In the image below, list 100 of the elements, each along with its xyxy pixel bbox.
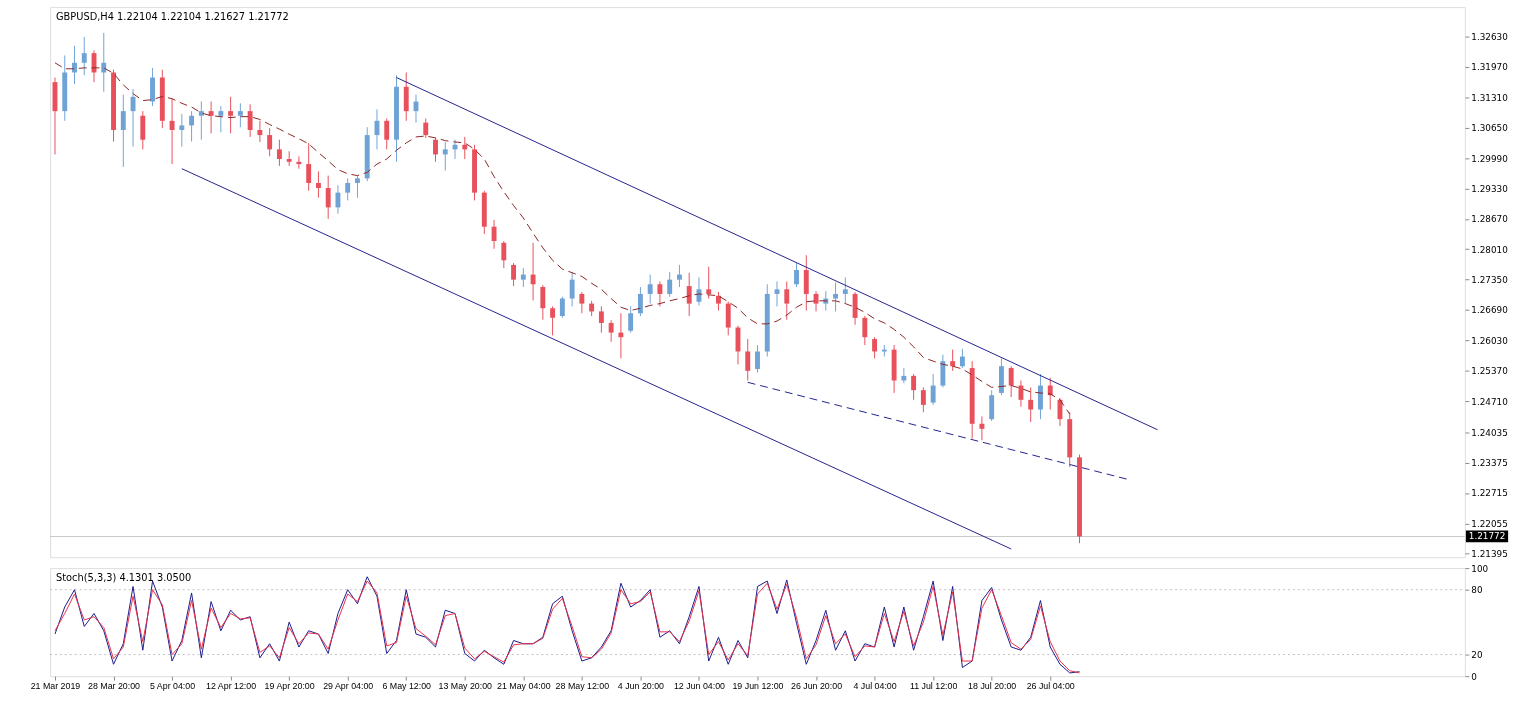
x-tick-label: 18 Jul 20:00 [968, 681, 1017, 692]
candlestick [852, 291, 858, 326]
x-tick-label: 4 Jul 04:00 [853, 681, 897, 692]
candlestick [950, 349, 956, 372]
candlestick [423, 118, 429, 139]
candlestick [803, 254, 809, 311]
y-tick-label: 1.21395 [1471, 549, 1508, 560]
candlestick [267, 127, 273, 157]
candlestick [598, 305, 604, 334]
y-tick-label: 1.31310 [1471, 92, 1509, 103]
y-tick-label: 1.23375 [1471, 458, 1508, 469]
candlestick [540, 284, 546, 321]
y-tick-label: 1.24710 [1471, 396, 1509, 407]
candlestick [120, 94, 126, 168]
candlestick [911, 373, 917, 401]
x-tick-label: 21 May 04:00 [497, 681, 551, 692]
candlestick [1028, 386, 1034, 423]
candlestick [872, 336, 878, 359]
candlestick [676, 264, 682, 288]
chart-title: GBPUSD,H4 1.22104 1.22104 1.21627 1.21772 [56, 10, 289, 22]
candlestick [930, 373, 936, 406]
x-tick-label: 19 Apr 20:00 [264, 681, 315, 692]
candlestick [520, 267, 526, 288]
x-tick-label: 12 Jun 04:00 [673, 681, 726, 692]
candlestick [862, 315, 868, 346]
candlestick [237, 102, 243, 128]
candlestick [989, 389, 995, 422]
candlestick [608, 319, 614, 343]
x-tick-label: 21 Mar 2019 [30, 681, 81, 692]
candlestick [706, 266, 712, 300]
candlestick [579, 291, 585, 314]
y-tick-label: 1.22055 [1471, 518, 1508, 529]
x-tick-label: 28 Mar 20:00 [88, 681, 141, 692]
candlestick [208, 100, 214, 134]
candlestick [247, 103, 253, 138]
x-tick-label: 5 Apr 04:00 [149, 681, 196, 692]
candlestick [559, 296, 565, 319]
candlestick [725, 301, 731, 336]
candlestick [979, 415, 985, 441]
candlestick [842, 276, 848, 305]
candlestick [198, 100, 204, 141]
x-tick-label: 19 Jun 12:00 [732, 681, 784, 692]
y-tick-label: 80 [1471, 585, 1483, 596]
y-tick-label: 1.26690 [1471, 305, 1509, 316]
y-tick-label: 1.29990 [1471, 153, 1509, 164]
candlestick [530, 242, 536, 301]
x-tick-label: 13 May 20:00 [438, 681, 493, 692]
x-tick-label: 29 Apr 04:00 [323, 681, 374, 692]
candlestick [315, 170, 321, 199]
candlestick [1008, 365, 1014, 398]
candlestick [628, 305, 634, 334]
y-tick-label: 1.22715 [1471, 488, 1508, 499]
candlestick [501, 240, 507, 269]
candlestick [276, 139, 282, 167]
x-tick-label: 12 Apr 12:00 [206, 681, 257, 692]
candlestick [716, 291, 721, 311]
candlestick [101, 32, 107, 93]
candlestick [1038, 373, 1043, 420]
ref-line-label: 1.21772 [1468, 531, 1506, 542]
candlestick [667, 271, 673, 298]
x-tick-label: 26 Jul 04:00 [1026, 681, 1075, 692]
candlestick [511, 262, 517, 287]
candlestick [140, 110, 146, 150]
y-tick-label: 0 [1471, 671, 1478, 682]
candlestick [1018, 380, 1024, 408]
candlestick [745, 338, 751, 381]
y-tick-label: 1.27350 [1471, 275, 1509, 286]
candlestick [959, 348, 965, 369]
x-tick-label: 4 Jun 20:00 [617, 681, 665, 692]
y-tick-label: 1.26030 [1471, 335, 1509, 346]
candlestick [325, 175, 331, 220]
candlestick [355, 175, 360, 199]
chart-title: Stoch(5,3,3) 4.1301 3.0500 [56, 571, 192, 583]
y-tick-label: 1.28670 [1471, 214, 1509, 225]
candlestick [920, 386, 926, 413]
candlestick [257, 120, 263, 143]
candlestick [550, 305, 556, 336]
candlestick [345, 177, 351, 201]
candlestick [72, 45, 77, 85]
candlestick [189, 110, 195, 143]
candlestick [384, 118, 390, 150]
candlestick [218, 105, 224, 133]
candlestick [306, 142, 312, 192]
candlestick [228, 96, 234, 134]
y-tick-label: 1.24035 [1471, 427, 1508, 438]
candlestick [637, 286, 643, 317]
candlestick [784, 281, 790, 321]
y-tick-label: 1.32630 [1471, 32, 1509, 42]
y-tick-label: 1.29330 [1471, 183, 1509, 194]
candlestick [433, 137, 438, 163]
candlestick [81, 36, 87, 76]
candlestick [442, 141, 448, 172]
x-tick-label: 6 May 12:00 [382, 681, 432, 692]
candlestick [179, 113, 185, 148]
candlestick [169, 98, 175, 165]
candlestick [296, 155, 302, 170]
candlestick [657, 281, 663, 307]
candlestick [150, 67, 156, 107]
candlestick [833, 281, 839, 312]
candlestick [686, 272, 692, 317]
